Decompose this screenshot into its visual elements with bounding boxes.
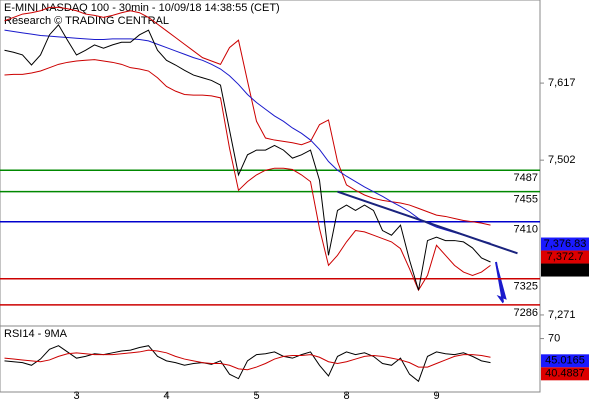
y-tick-label: 7,271 (548, 309, 576, 321)
price-tag (541, 263, 589, 277)
price-tag (541, 367, 589, 381)
chart-title: E-MINI NASDAQ 100 - 30min - 10/09/18 14:… (4, 2, 280, 14)
level-label: 7325 (514, 281, 538, 293)
level-label: 7487 (514, 172, 538, 184)
price-tag-label: 7,376.83 (544, 238, 587, 250)
x-tick-label: 8 (343, 390, 349, 400)
price-tag-label: 7,361 (551, 264, 579, 276)
level-label: 7455 (514, 194, 538, 206)
y-tick-label: 7,502 (548, 154, 576, 166)
price-tag (541, 250, 589, 264)
arrow (495, 261, 504, 303)
price-tag-label: 7,372.7 (547, 251, 584, 263)
x-tick-label: 5 (253, 390, 259, 400)
price-tag-label: 40.4887 (545, 368, 585, 380)
chart-subtitle: Research © TRADING CENTRAL (4, 15, 169, 27)
y-tick-label: 70 (548, 332, 560, 344)
x-tick-label: 4 (163, 390, 169, 400)
series-line (4, 23, 491, 291)
series-line (4, 345, 491, 383)
x-tick-label: 9 (433, 390, 439, 400)
trendline (337, 190, 518, 255)
price-tag-label: 45.0165 (545, 355, 585, 367)
y-tick-label: 7,617 (548, 77, 576, 89)
series-line (4, 29, 491, 244)
price-tag (541, 354, 589, 368)
level-label: 7410 (514, 224, 538, 236)
x-tick-label: 3 (73, 390, 79, 400)
level-label: 7286 (514, 307, 538, 319)
plot-frame (0, 0, 541, 393)
price-tag (541, 237, 589, 251)
series-line (4, 6, 491, 226)
rsi-label: RSI14 - 9MA (4, 328, 68, 340)
series-line (4, 59, 491, 292)
series-line (4, 349, 491, 371)
